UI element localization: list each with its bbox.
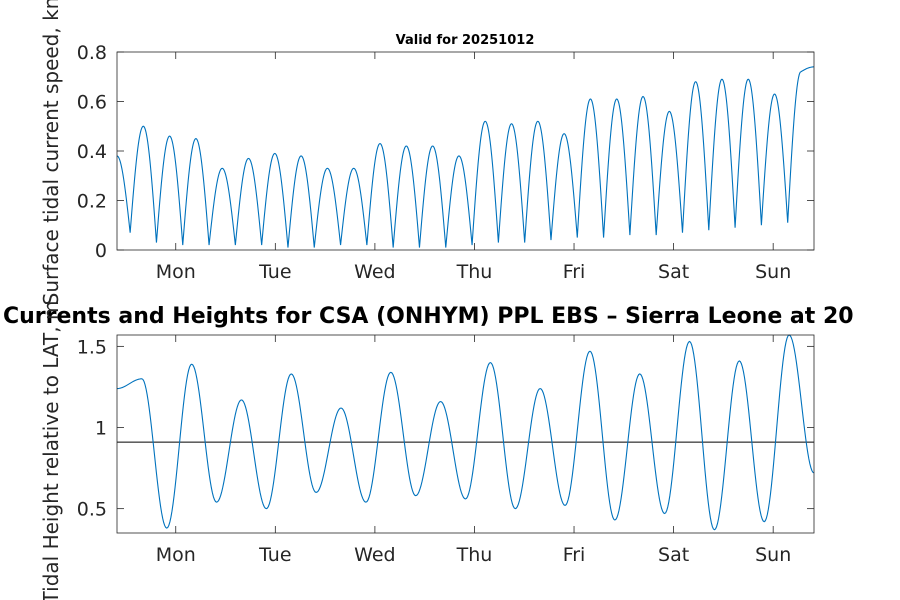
tidal-height-title: Currents and Heights for CSA (ONHYM) PPL… [3,304,854,329]
current-speed-xtick-label: Fri [563,261,586,283]
tidal-height-ylabel: Tidal Height relative to LAT, m [39,301,63,600]
tidal-height-ytick-label: 1 [95,418,107,440]
tidal-height-xtick-label: Wed [354,544,395,566]
current-speed-ytick-label: 0.6 [77,92,107,114]
current-speed-title: Valid for 20251012 [396,33,535,48]
current-speed-ytick-label: 0.8 [77,42,107,64]
tidal-height-xtick-label: Thu [456,544,493,566]
tidal-height-xtick-label: Sun [755,544,791,566]
tidal-height-plot-area [117,335,814,533]
current-speed-ytick-label: 0.4 [77,141,107,163]
current-speed-ytick-label: 0.2 [77,191,107,213]
tidal-height-xtick-label: Mon [156,544,196,566]
tidal-height-axes-box [116,334,815,534]
current-speed-axes-box [116,51,815,251]
tidal-height-xtick-label: Fri [563,544,586,566]
tidal-height-ytick-label: 0.5 [77,499,107,521]
current-speed-axes: Valid for 20251012 Surface tidal current… [39,0,815,305]
current-speed-xtick-label: Mon [156,261,196,283]
current-speed-xtick-label: Sun [755,261,791,283]
current-speed-xtick-label: Thu [456,261,493,283]
tidal-height-ytick-label: 1.5 [77,336,107,358]
current-speed-ylabel: Surface tidal current speed, kn [39,0,63,305]
current-speed-xtick-label: Sat [658,261,689,283]
current-speed-ytick-label: 0 [95,240,107,262]
current-speed-xtick-label: Wed [354,261,395,283]
current-speed-xtick-label: Tue [258,261,291,283]
tidal-height-xtick-label: Tue [258,544,291,566]
current-speed-series-line [116,66,815,248]
tidal-height-xtick-label: Sat [658,544,689,566]
tidal-height-axes: Currents and Heights for CSA (ONHYM) PPL… [3,301,854,600]
tidal-height-series-line [116,334,815,531]
